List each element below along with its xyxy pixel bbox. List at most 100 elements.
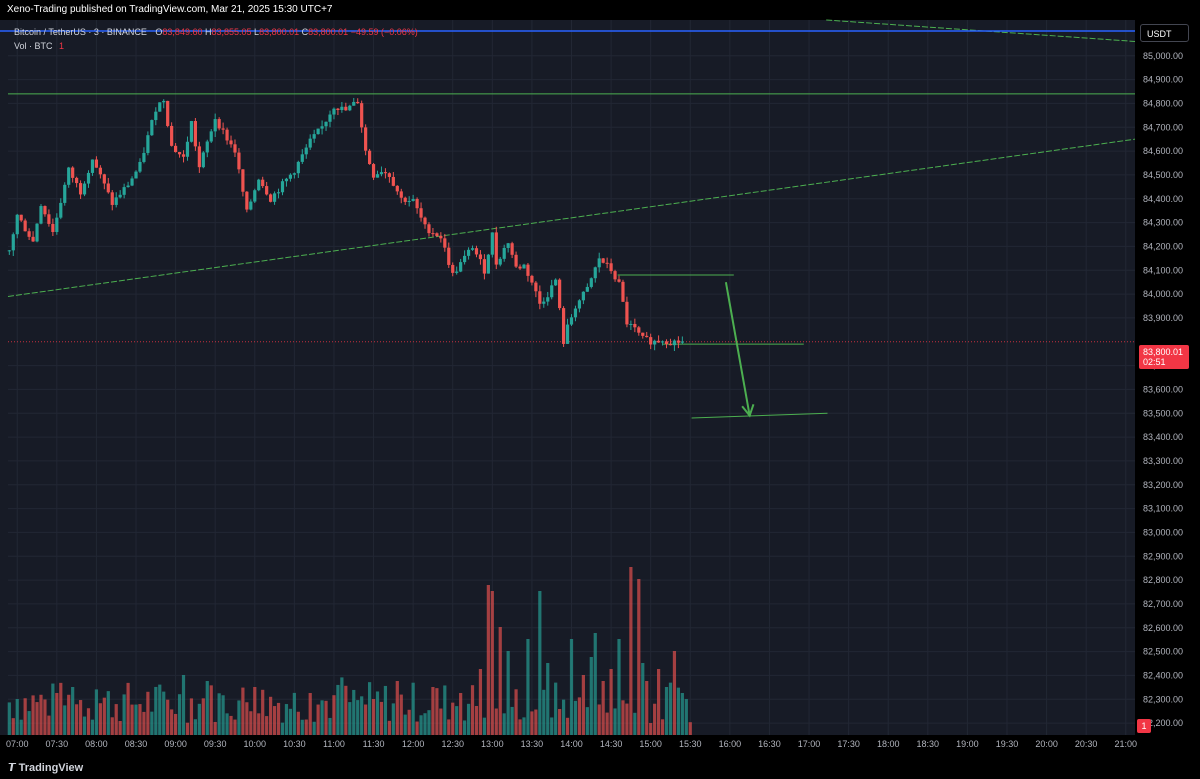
volume-bar <box>67 694 71 735</box>
volume-bar <box>451 702 455 735</box>
candle <box>269 194 273 202</box>
volume-bar <box>672 651 677 735</box>
volume-bar <box>522 717 526 735</box>
volume-bar <box>597 704 601 735</box>
candle <box>102 174 106 184</box>
volume-bar <box>613 708 617 735</box>
candle <box>435 233 439 236</box>
bar-countdown: 02:51 <box>1143 357 1166 367</box>
publish-text: Xeno-Trading published on TradingView.co… <box>7 4 333 15</box>
volume-bar <box>550 717 554 735</box>
volume-bar <box>27 711 31 735</box>
candle <box>573 308 578 318</box>
volume-bar <box>75 704 79 735</box>
candle <box>482 259 487 274</box>
volume-bar <box>478 669 483 735</box>
legend-high: 83,855.05 <box>211 27 252 37</box>
volume-bar <box>209 685 213 735</box>
candle <box>558 279 562 309</box>
candle <box>490 232 494 255</box>
candle <box>217 119 221 129</box>
candle <box>292 173 296 175</box>
candle <box>486 254 490 274</box>
price-tick: 84,100.00 <box>1143 265 1183 275</box>
candle <box>348 105 352 111</box>
last-price: 83,800.01 <box>1143 347 1184 357</box>
volume-bar <box>581 675 585 735</box>
candle <box>158 102 162 112</box>
time-tick: 09:30 <box>204 739 227 749</box>
volume-bar <box>427 710 431 735</box>
candle <box>510 243 514 255</box>
tv-logo-icon: 𝙏 <box>8 762 16 774</box>
legend-symbol[interactable]: Bitcoin / TetherUS · 3 · BINANCE <box>14 27 147 37</box>
volume-bar <box>360 696 364 735</box>
candle <box>447 247 451 265</box>
candle <box>522 264 526 269</box>
volume-bar <box>185 722 190 735</box>
time-tick: 08:00 <box>85 739 108 749</box>
volume-bar <box>189 698 194 735</box>
candle <box>538 291 542 304</box>
volume-bar <box>272 706 277 735</box>
candle <box>170 125 174 146</box>
time-tick: 20:30 <box>1075 739 1098 749</box>
volume-bar <box>656 669 661 735</box>
volume-bar <box>415 721 419 735</box>
footer-bar: 𝙏 TradingView <box>0 757 1200 779</box>
candle <box>296 161 300 174</box>
candle <box>31 236 35 242</box>
candle <box>78 183 83 195</box>
candle <box>320 126 324 129</box>
volume-bar <box>482 717 487 735</box>
candle <box>680 341 684 343</box>
candle <box>672 340 677 346</box>
volume-bar <box>265 716 269 735</box>
volume-label[interactable]: Vol · BTC <box>14 41 53 51</box>
candle <box>569 317 574 325</box>
candle <box>257 179 261 191</box>
volume-bar <box>371 699 376 735</box>
candle <box>146 135 150 153</box>
candle <box>589 278 593 287</box>
time-tick: 15:30 <box>679 739 702 749</box>
price-tick: 82,800.00 <box>1143 575 1183 585</box>
candle <box>649 337 653 345</box>
price-chart[interactable]: 85,000.00 84,900.00 84,800.00 84,700.00 84,6… <box>0 0 1200 757</box>
candle <box>561 308 566 344</box>
candle <box>229 140 233 145</box>
candle <box>300 154 304 162</box>
volume-bar <box>344 685 348 735</box>
candle <box>506 243 510 248</box>
price-axis: 85,000.00 84,900.00 84,800.00 84,700.00 84,6… <box>1135 20 1200 735</box>
time-tick: 12:00 <box>402 739 425 749</box>
volume-bar <box>130 704 134 735</box>
candle <box>43 206 47 215</box>
candle <box>581 291 585 301</box>
candle <box>237 152 241 170</box>
volume-bar <box>332 695 336 735</box>
volume-bar <box>573 700 578 735</box>
down-arrow <box>724 281 751 416</box>
candle <box>645 335 649 338</box>
currency-button[interactable]: USDT <box>1140 24 1189 42</box>
volume-bar <box>379 701 384 735</box>
volume-bar <box>364 704 368 735</box>
time-tick: 07:30 <box>46 739 69 749</box>
candle <box>280 181 285 193</box>
price-tick: 84,800.00 <box>1143 98 1183 108</box>
legend-c-label: C <box>301 27 309 37</box>
candle <box>272 193 277 202</box>
volume-bar <box>435 688 439 735</box>
candle <box>601 258 605 263</box>
candle <box>205 141 209 153</box>
price-tick: 84,500.00 <box>1143 170 1183 180</box>
candle <box>419 208 423 218</box>
last-price-label: 83,800.01 02:51 <box>1139 345 1189 369</box>
candle <box>154 111 158 121</box>
tradingview-logo[interactable]: 𝙏 TradingView <box>8 761 83 774</box>
volume-bar <box>276 702 281 735</box>
candle <box>213 119 217 132</box>
volume-bar <box>162 691 166 735</box>
volume-bar <box>71 687 75 735</box>
